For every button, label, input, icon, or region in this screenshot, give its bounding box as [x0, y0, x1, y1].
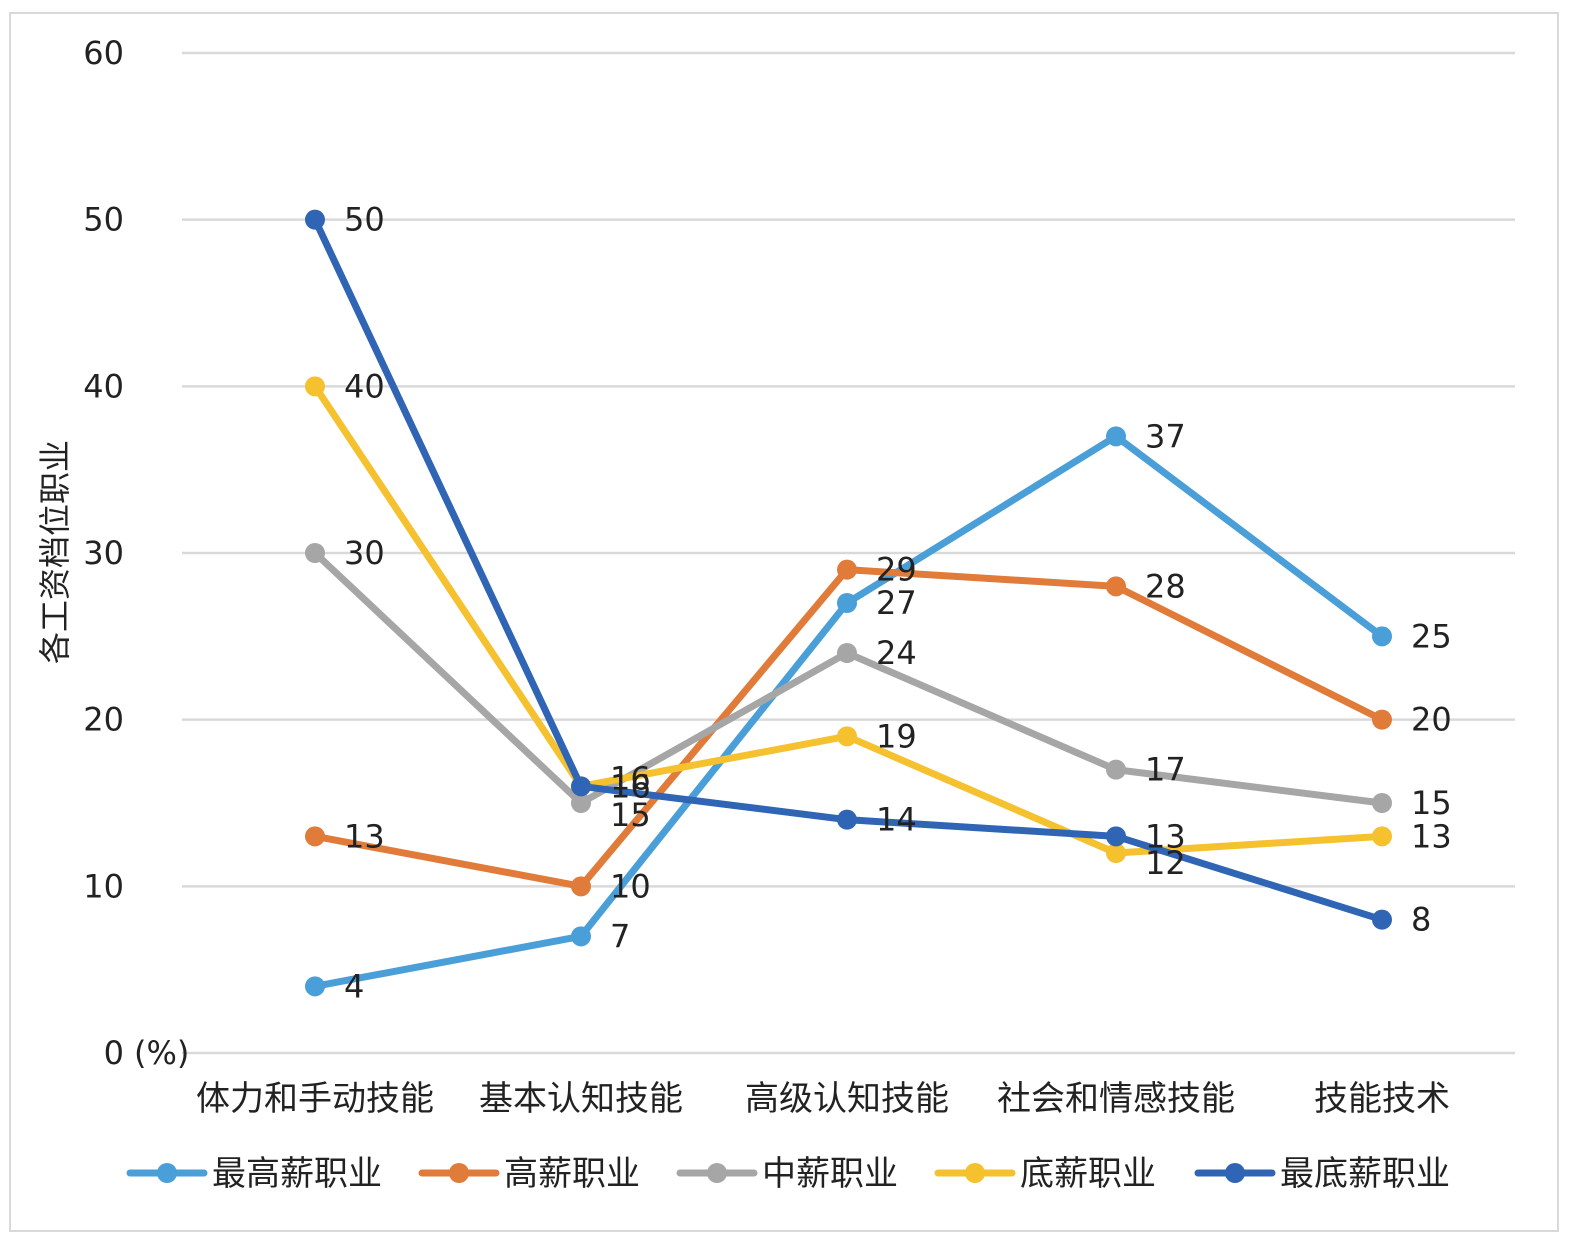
data-label: 8	[1411, 901, 1431, 939]
data-label: 28	[1145, 567, 1186, 605]
x-axis-categories: 体力和手动技能 基本认知技能 高级认知技能 社会和情感技能 技能技术	[196, 1079, 1450, 1119]
y-axis-ticks: 0 (%) 10 20 30 40 50 60	[83, 34, 189, 1072]
x-category-label: 基本认知技能	[479, 1079, 683, 1119]
legend-label: 最底薪职业	[1280, 1154, 1450, 1194]
data-point	[305, 976, 325, 997]
series-points	[305, 209, 1392, 997]
data-label: 15	[1411, 784, 1452, 822]
data-label: 7	[610, 917, 630, 955]
data-label: 30	[344, 534, 385, 572]
data-label: 13	[1411, 817, 1452, 855]
data-label: 12	[1145, 844, 1186, 882]
data-point	[1372, 626, 1392, 647]
y-tick-label: 50	[83, 201, 124, 239]
y-tick-label: 20	[83, 701, 124, 739]
data-label: 29	[876, 551, 917, 589]
data-point	[1106, 576, 1126, 597]
y-tick-label: 40	[83, 367, 124, 405]
legend-marker	[157, 1163, 177, 1183]
data-label: 16	[610, 767, 651, 805]
data-label: 4	[344, 967, 364, 1005]
data-label: 15	[610, 796, 651, 834]
data-label: 16	[610, 759, 651, 797]
legend-marker	[965, 1163, 985, 1183]
y-tick-label: 0	[104, 1034, 124, 1072]
legend-label: 底薪职业	[1020, 1154, 1156, 1194]
data-point	[305, 209, 325, 230]
x-category-label: 体力和手动技能	[196, 1079, 434, 1119]
data-point	[837, 593, 857, 613]
y-tick-label: 30	[83, 534, 124, 572]
legend-marker	[707, 1163, 727, 1183]
y-unit-label: (%)	[134, 1034, 189, 1072]
data-point	[305, 826, 325, 847]
chart-frame	[9, 12, 1559, 1232]
legend-marker	[449, 1163, 469, 1183]
legend: 最高薪职业 高薪职业 中薪职业 底薪职业 最底薪职业	[126, 1154, 1450, 1194]
data-label: 40	[344, 367, 385, 405]
data-point	[837, 559, 857, 580]
data-label: 27	[876, 584, 917, 622]
data-point	[571, 776, 591, 797]
data-point	[1372, 709, 1392, 730]
data-label: 24	[876, 634, 917, 672]
data-label: 17	[1145, 751, 1186, 789]
data-label: 25	[1411, 617, 1452, 655]
data-point	[837, 809, 857, 830]
data-point	[1372, 909, 1392, 930]
y-tick-label: 10	[83, 867, 124, 905]
data-label: 13	[344, 817, 385, 855]
data-point	[837, 726, 857, 747]
data-label: 37	[1145, 417, 1186, 455]
legend-label: 中薪职业	[762, 1154, 898, 1194]
data-point	[1106, 843, 1126, 863]
data-point	[1372, 793, 1392, 813]
series-line	[311, 432, 1386, 990]
legend-label: 最高薪职业	[212, 1154, 382, 1194]
data-point	[1106, 826, 1126, 847]
y-axis-label: 各工资档位职业	[36, 440, 74, 664]
data-label: 13	[1145, 817, 1186, 855]
x-category-label: 技能技术	[1314, 1079, 1450, 1119]
data-point	[305, 543, 325, 563]
data-label: 14	[876, 801, 917, 839]
x-category-label: 社会和情感技能	[997, 1079, 1235, 1119]
data-point	[1106, 426, 1126, 447]
data-point	[1106, 759, 1126, 780]
legend-label: 高薪职业	[504, 1154, 640, 1194]
series-line	[311, 549, 1386, 807]
legend-marker	[1225, 1163, 1245, 1183]
data-point	[571, 876, 591, 897]
data-point	[571, 926, 591, 947]
data-point	[837, 643, 857, 663]
data-label: 50	[344, 201, 385, 239]
x-category-label: 高级认知技能	[745, 1079, 949, 1119]
data-point	[1372, 826, 1392, 847]
data-point	[571, 793, 591, 813]
data-label: 10	[610, 867, 651, 905]
y-tick-label: 60	[83, 34, 124, 72]
data-label: 19	[876, 717, 917, 755]
gridlines	[182, 51, 1515, 1055]
data-point	[305, 376, 325, 397]
data-label: 20	[1411, 701, 1452, 739]
